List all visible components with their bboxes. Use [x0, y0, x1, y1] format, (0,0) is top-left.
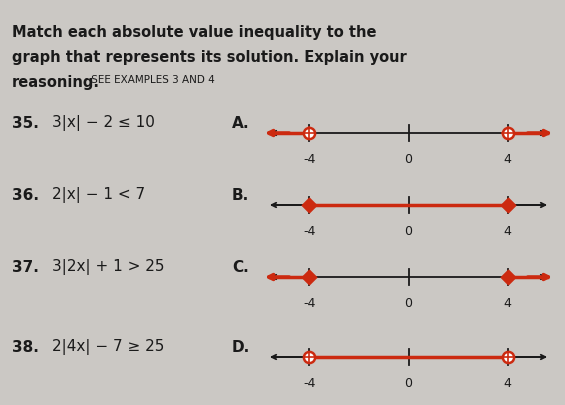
- Text: 38.: 38.: [12, 339, 39, 354]
- Text: 3|x| − 2 ≤ 10: 3|x| − 2 ≤ 10: [52, 115, 155, 131]
- Text: 37.: 37.: [12, 260, 39, 275]
- Point: [305, 202, 314, 208]
- Text: A.: A.: [232, 115, 250, 130]
- Text: C.: C.: [232, 260, 249, 275]
- Point: [305, 354, 314, 360]
- Text: 4: 4: [504, 225, 512, 238]
- Point: [305, 130, 314, 136]
- Text: 3|2x| + 1 > 25: 3|2x| + 1 > 25: [52, 259, 164, 275]
- Text: Match each absolute value inequality to the: Match each absolute value inequality to …: [12, 25, 376, 40]
- Text: -4: -4: [303, 153, 315, 166]
- Text: SEE EXAMPLES 3 AND 4: SEE EXAMPLES 3 AND 4: [88, 75, 215, 85]
- Text: 36.: 36.: [12, 188, 39, 202]
- Text: 4: 4: [504, 377, 512, 390]
- Text: -4: -4: [303, 225, 315, 238]
- Text: 35.: 35.: [12, 115, 39, 130]
- Point: [503, 130, 512, 136]
- Text: D.: D.: [232, 339, 250, 354]
- Text: 0: 0: [405, 153, 412, 166]
- Text: reasoning.: reasoning.: [12, 75, 100, 90]
- Text: 0: 0: [405, 297, 412, 310]
- Text: 2|x| − 1 < 7: 2|x| − 1 < 7: [52, 187, 145, 203]
- Text: B.: B.: [232, 188, 249, 202]
- Text: 2|4x| − 7 ≥ 25: 2|4x| − 7 ≥ 25: [52, 339, 164, 355]
- Text: 4: 4: [504, 297, 512, 310]
- Text: 0: 0: [405, 377, 412, 390]
- Text: -4: -4: [303, 377, 315, 390]
- Point: [503, 202, 512, 208]
- Text: 4: 4: [504, 153, 512, 166]
- Text: graph that represents its solution. Explain your: graph that represents its solution. Expl…: [12, 50, 407, 65]
- Point: [503, 354, 512, 360]
- Point: [503, 274, 512, 280]
- Point: [305, 274, 314, 280]
- Text: 0: 0: [405, 225, 412, 238]
- Text: -4: -4: [303, 297, 315, 310]
